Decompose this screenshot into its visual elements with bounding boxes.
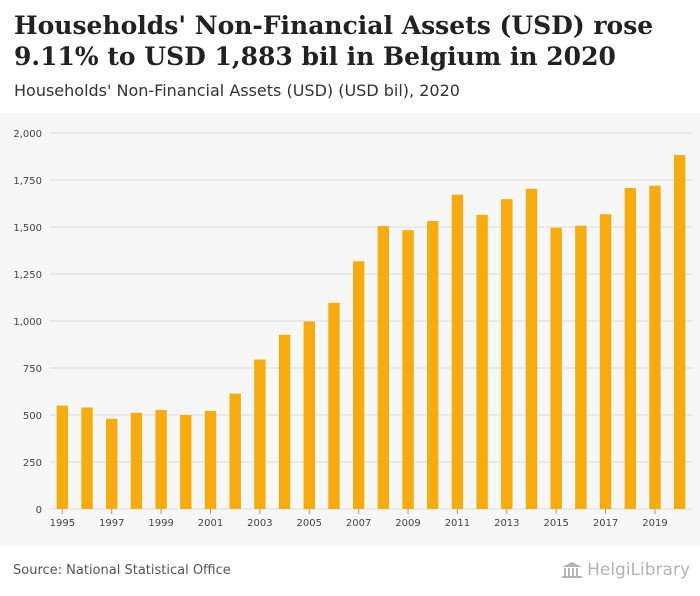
y-tick-label: 250 [23, 458, 42, 469]
x-tick-label: 2009 [395, 518, 420, 529]
bar-2000 [180, 415, 192, 509]
bar-2005 [303, 321, 315, 509]
bar-2004 [278, 334, 291, 509]
bar-1995 [56, 405, 69, 509]
bar-2006 [328, 302, 340, 509]
y-tick-label: 750 [23, 364, 42, 375]
bar-2009 [402, 230, 414, 510]
y-tick-label: 1,250 [13, 270, 42, 281]
chart-title: Households' Non-Financial Assets (USD) r… [14, 11, 654, 71]
bar-2011 [451, 194, 464, 509]
bar-2013 [501, 199, 513, 509]
bar-2016 [575, 225, 587, 509]
bar-2002 [229, 393, 241, 509]
y-tick-label: 1,500 [13, 223, 42, 234]
x-tick-label: 1999 [148, 518, 173, 529]
library-building-icon [562, 562, 583, 578]
y-tick-label: 2,000 [13, 129, 42, 140]
bar-2001 [204, 410, 217, 509]
x-tick-label: 2017 [593, 518, 618, 529]
bar-2010 [427, 220, 439, 509]
x-tick-label: 2003 [247, 518, 272, 529]
source-note: Source: National Statistical Office [13, 563, 231, 578]
x-tick-label: 2011 [445, 518, 470, 529]
bar-1999 [155, 409, 167, 509]
bar-2018 [624, 188, 636, 510]
bar-2012 [476, 214, 488, 509]
bar-2007 [352, 261, 365, 509]
y-tick-label: 0 [36, 505, 42, 516]
bar-2015 [550, 227, 562, 509]
logo-text: HelgiLibrary [587, 560, 690, 580]
bar-2003 [254, 359, 266, 509]
y-tick-label: 1,750 [13, 176, 42, 187]
bar-1998 [130, 412, 143, 509]
bar-2019 [649, 185, 661, 509]
bar-2014 [525, 188, 538, 509]
bar-2020 [673, 154, 686, 509]
helgi-library-logo[interactable]: HelgiLibrary [561, 560, 690, 580]
x-tick-label: 2013 [494, 518, 519, 529]
x-tick-label: 2007 [346, 518, 371, 529]
x-tick-label: 2005 [297, 518, 322, 529]
x-tick-label: 1995 [50, 518, 75, 529]
y-tick-label: 1,000 [13, 317, 42, 328]
x-tick-label: 2019 [642, 518, 667, 529]
chart-area: 0 250 500 750 1,000 1,250 1,500 1,750 2,000 1995 1… [0, 113, 700, 546]
x-tick-label: 2001 [198, 518, 223, 529]
bar-chart: 0 250 500 750 1,000 1,250 1,500 1,750 2,000 1995 1… [13, 129, 692, 529]
chart-subtitle: Households' Non-Financial Assets (USD) (… [14, 81, 460, 100]
x-tick-label: 2015 [543, 518, 568, 529]
bar-1997 [106, 418, 118, 509]
bar-2017 [599, 214, 612, 509]
x-tick-label: 1997 [99, 518, 124, 529]
y-tick-label: 500 [23, 411, 42, 422]
bar-1996 [81, 407, 93, 509]
bar-2008 [377, 226, 390, 509]
